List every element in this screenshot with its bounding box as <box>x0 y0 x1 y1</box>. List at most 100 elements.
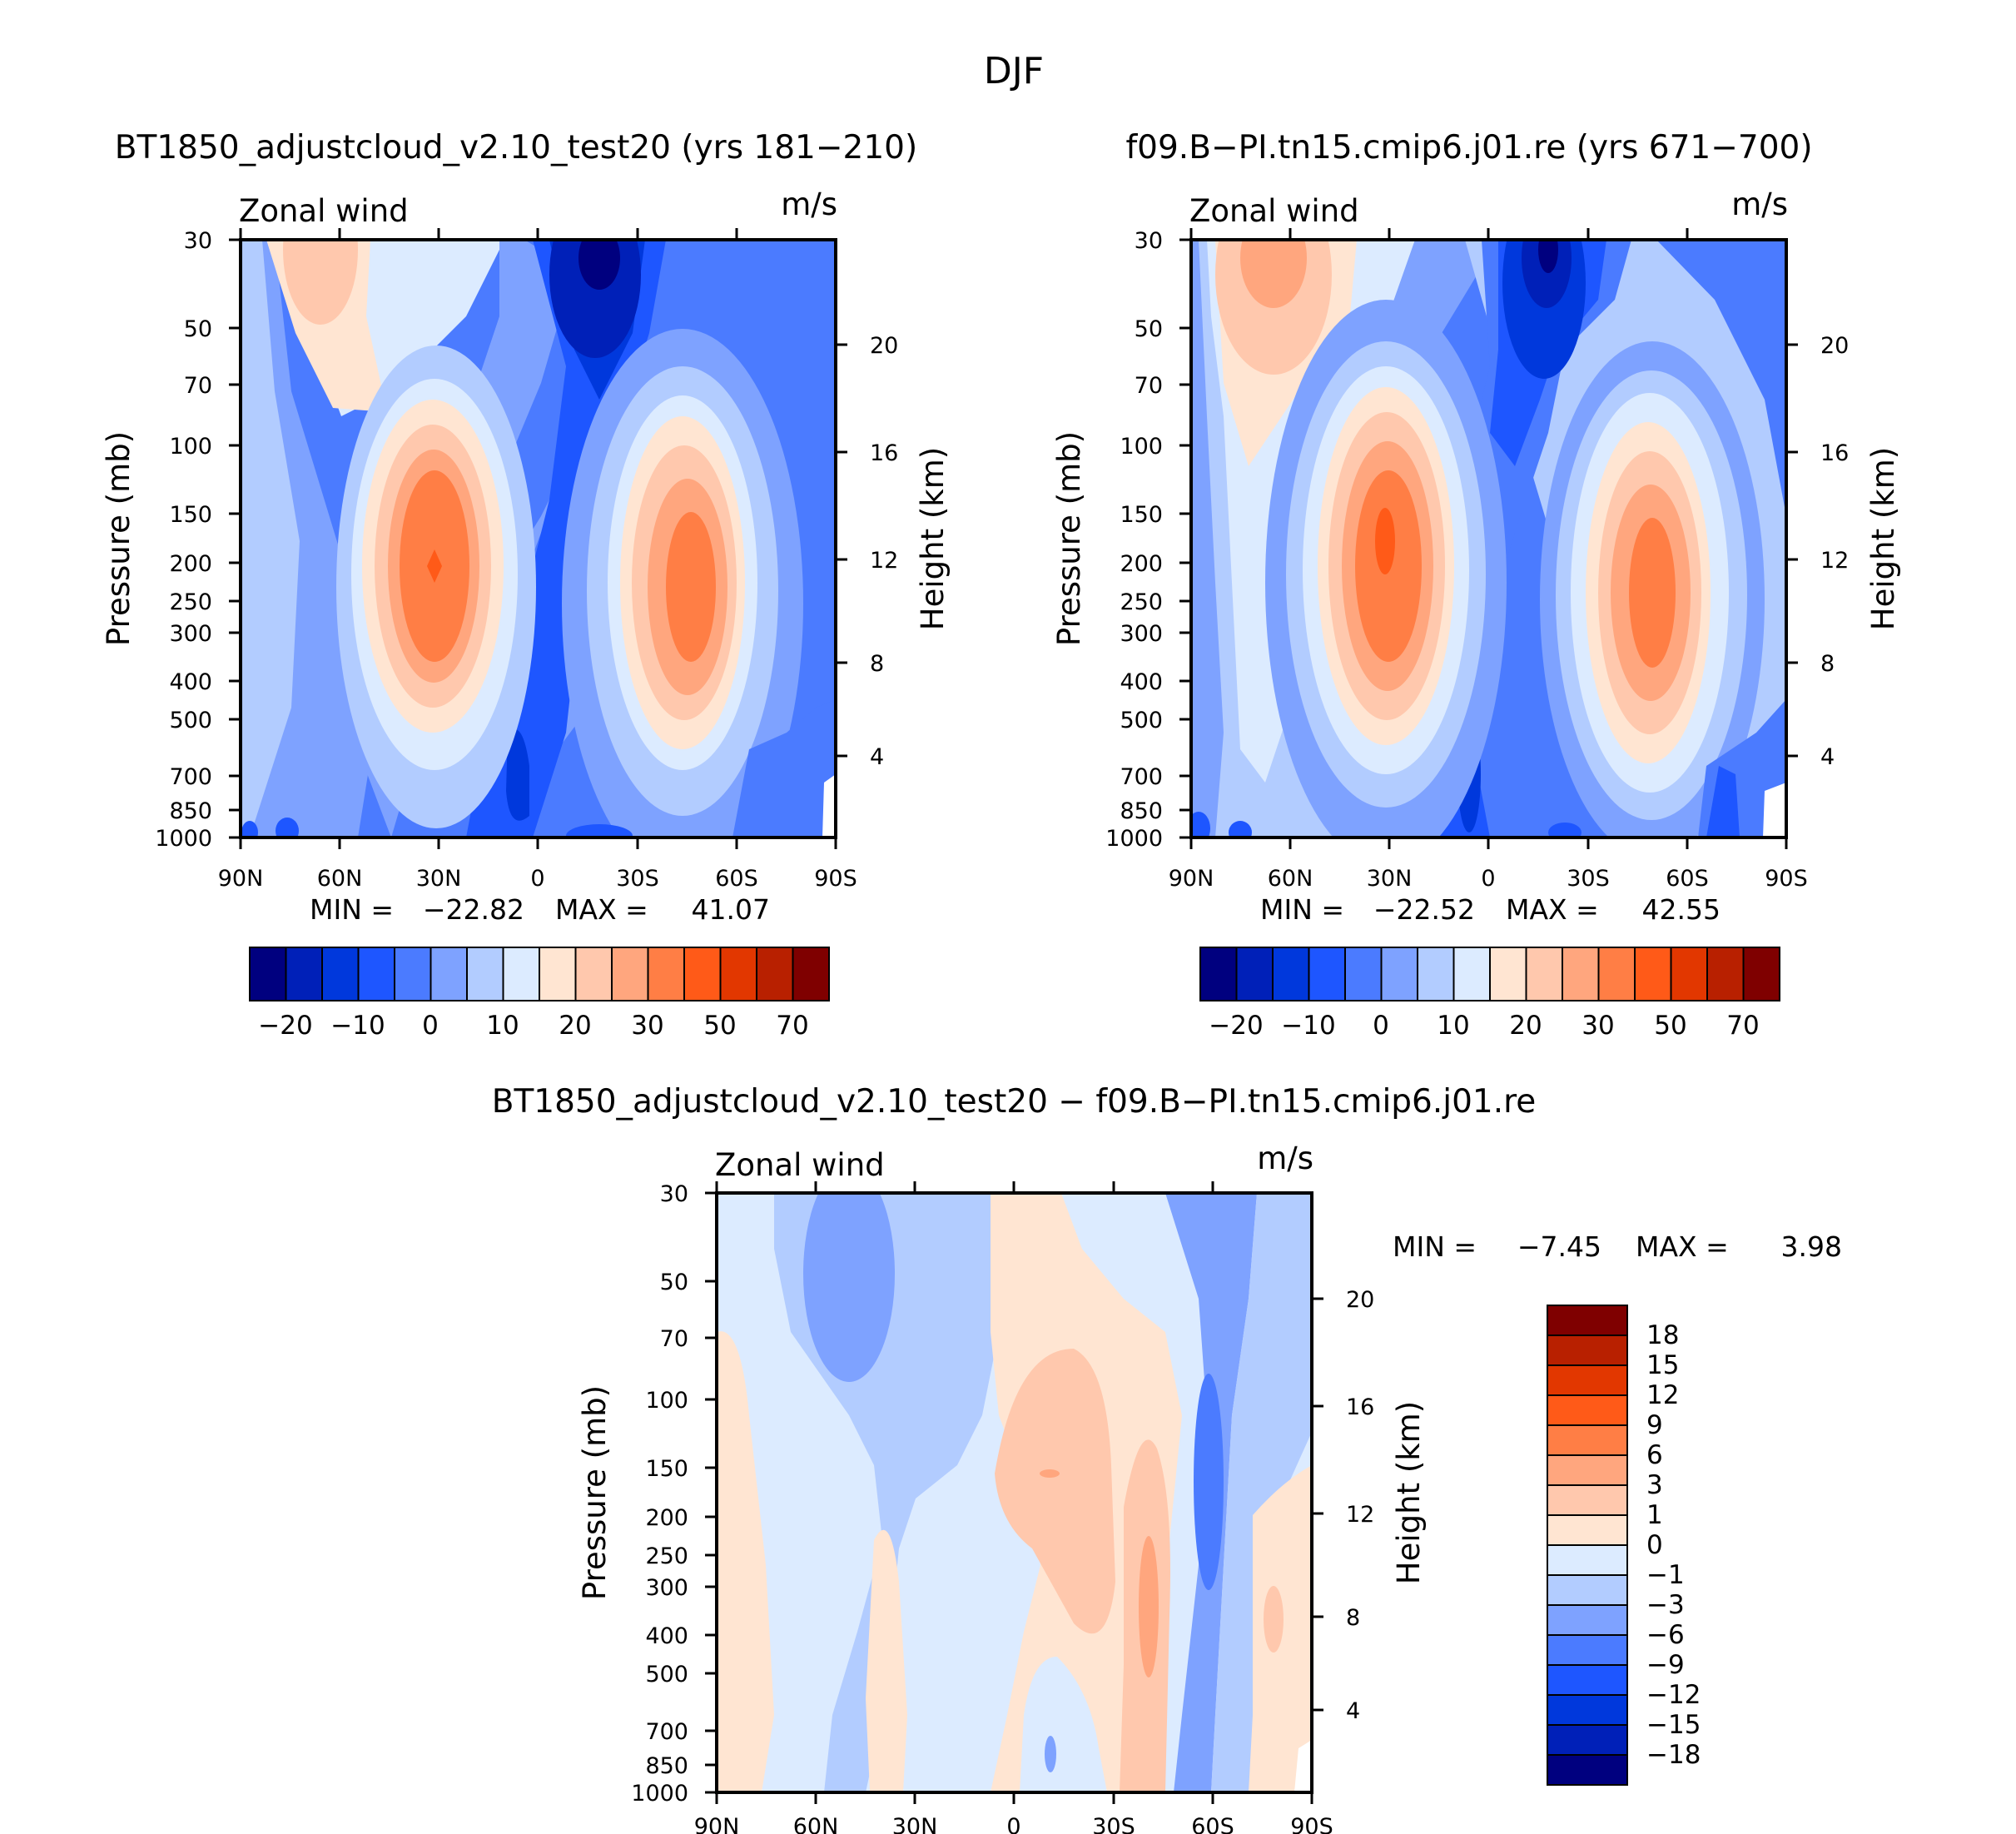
panel-b-ylabel: Pressure (mb) <box>1051 431 1087 646</box>
y-tick-label: 100 <box>1120 434 1163 460</box>
panel-c-y2label: Height (km) <box>1391 1401 1427 1584</box>
y-tick-label: 30 <box>660 1181 688 1207</box>
y-tick-label: 700 <box>645 1719 688 1745</box>
colorbar-label: 50 <box>703 1011 736 1041</box>
colorbar-box <box>321 947 360 1001</box>
panel-a-field <box>241 240 836 837</box>
panel-model-b: f09.B−PI.tn15.cmip6.j01.re (yrs 671−700)… <box>1051 129 1901 1041</box>
colorbar-label: −20 <box>1209 1011 1263 1041</box>
colorbar-label: −12 <box>1646 1680 1701 1710</box>
x-tick-label: 30N <box>892 1814 938 1834</box>
panel-a-y2-tick-labels: 20 16 12 8 4 <box>870 333 898 770</box>
colorbar-box <box>502 947 540 1001</box>
colorbar-label: 0 <box>422 1011 439 1041</box>
colorbar-box <box>683 947 722 1001</box>
colorbar-box <box>1547 1604 1628 1636</box>
y-tick-label: 300 <box>169 621 212 647</box>
colorbar-box <box>1547 1724 1628 1756</box>
colorbar-box <box>1235 947 1274 1001</box>
x-tick-label: 60S <box>715 866 758 892</box>
panel-b-y2label: Height (km) <box>1865 447 1901 630</box>
min-label: MIN = <box>1260 893 1344 926</box>
colorbar-label: 20 <box>559 1011 591 1041</box>
max-value: 42.55 <box>1642 893 1721 926</box>
y-tick-label: 150 <box>1120 502 1163 528</box>
colorbar-box <box>1547 1394 1628 1426</box>
max-label: MAX = <box>1506 893 1599 926</box>
y-tick-label: 250 <box>645 1543 688 1569</box>
colorbar-box <box>1525 947 1563 1001</box>
colorbar-box <box>1272 947 1310 1001</box>
y2-tick-label: 4 <box>1346 1698 1360 1724</box>
y-tick-label: 1000 <box>1105 826 1163 852</box>
y2-tick-label: 12 <box>870 548 898 574</box>
y2-tick-label: 12 <box>1820 548 1849 574</box>
y-tick-label: 400 <box>1120 669 1163 695</box>
colorbar-label: −6 <box>1646 1620 1685 1650</box>
colorbar-label: 0 <box>1373 1011 1389 1041</box>
colorbar-box <box>1308 947 1346 1001</box>
y-tick-label: 400 <box>645 1623 688 1649</box>
y-tick-label: 500 <box>1120 708 1163 733</box>
max-label: MAX = <box>555 893 648 926</box>
colorbar-box <box>1380 947 1418 1001</box>
colorbar-box <box>719 947 757 1001</box>
y2-tick-label: 8 <box>1820 651 1835 677</box>
colorbar-box <box>1547 1754 1628 1786</box>
x-tick-label: 90S <box>1290 1814 1333 1834</box>
colorbar-label: 20 <box>1509 1011 1542 1041</box>
y2-tick-label: 8 <box>870 651 884 677</box>
colorbar-label: 30 <box>1582 1011 1614 1041</box>
colorbar-box <box>357 947 395 1001</box>
colorbar-label: 30 <box>631 1011 663 1041</box>
panel-b-stats: MIN = −22.52 MAX = 42.55 <box>1260 893 1721 926</box>
y-tick-label: 300 <box>645 1575 688 1601</box>
panel-a-colorbar <box>249 947 830 1001</box>
max-value: 3.98 <box>1781 1230 1842 1263</box>
colorbar-box <box>1547 1544 1628 1576</box>
colorbar-box <box>1547 1334 1628 1366</box>
colorbar-box <box>285 947 323 1001</box>
colorbar-box <box>1742 947 1780 1001</box>
y2-tick-label: 16 <box>1820 440 1849 466</box>
panel-b-units: m/s <box>1731 186 1788 222</box>
colorbar-box <box>1562 947 1600 1001</box>
colorbar-box <box>1344 947 1383 1001</box>
x-tick-label: 60N <box>1268 866 1313 892</box>
panel-c-stats: MIN = −7.45 MAX = 3.98 <box>1393 1230 1842 1263</box>
colorbar-label: 70 <box>1726 1011 1759 1041</box>
x-tick-label: 90N <box>218 866 264 892</box>
y-tick-label: 50 <box>660 1270 688 1295</box>
panel-b-x-tick-labels: 90N 60N 30N 0 30S 60S 90S <box>1169 866 1808 892</box>
x-tick-label: 60S <box>1191 1814 1234 1834</box>
panel-a-stats: MIN = −22.82 MAX = 41.07 <box>310 893 770 926</box>
y-tick-label: 150 <box>645 1456 688 1482</box>
colorbar-box <box>1547 1514 1628 1546</box>
x-tick-label: 30N <box>1367 866 1413 892</box>
panel-c-y2-tick-labels: 20 16 12 8 4 <box>1346 1287 1374 1724</box>
x-tick-label: 30S <box>616 866 659 892</box>
panel-a-colorbar-labels: −20 −10 0 10 20 30 50 70 <box>258 1011 808 1041</box>
x-tick-label: 60N <box>793 1814 839 1834</box>
x-tick-label: 90S <box>1765 866 1808 892</box>
colorbar-box <box>430 947 468 1001</box>
figure-title: DJF <box>984 50 1044 92</box>
colorbar-label: 10 <box>486 1011 519 1041</box>
y-tick-label: 1000 <box>631 1781 688 1807</box>
colorbar-box <box>1199 947 1238 1001</box>
panel-b-field <box>1191 240 1786 837</box>
colorbar-box <box>611 947 649 1001</box>
colorbar-label: 9 <box>1646 1410 1663 1440</box>
panel-c-left-label: Zonal wind <box>715 1147 885 1183</box>
panel-a-title: BT1850_adjustcloud_v2.10_test20 (yrs 181… <box>115 129 917 167</box>
colorbar-box <box>1547 1454 1628 1486</box>
panel-a-y2label: Height (km) <box>915 447 951 630</box>
panel-b-colorbar-labels: −20 −10 0 10 20 30 50 70 <box>1209 1011 1759 1041</box>
panel-c-units: m/s <box>1257 1141 1313 1176</box>
panel-a-left-label: Zonal wind <box>239 193 409 229</box>
y-tick-label: 500 <box>169 708 212 733</box>
y2-tick-label: 20 <box>870 333 898 359</box>
y-tick-label: 250 <box>1120 589 1163 615</box>
y-tick-label: 700 <box>169 764 212 790</box>
panel-a-ticks <box>229 228 847 849</box>
